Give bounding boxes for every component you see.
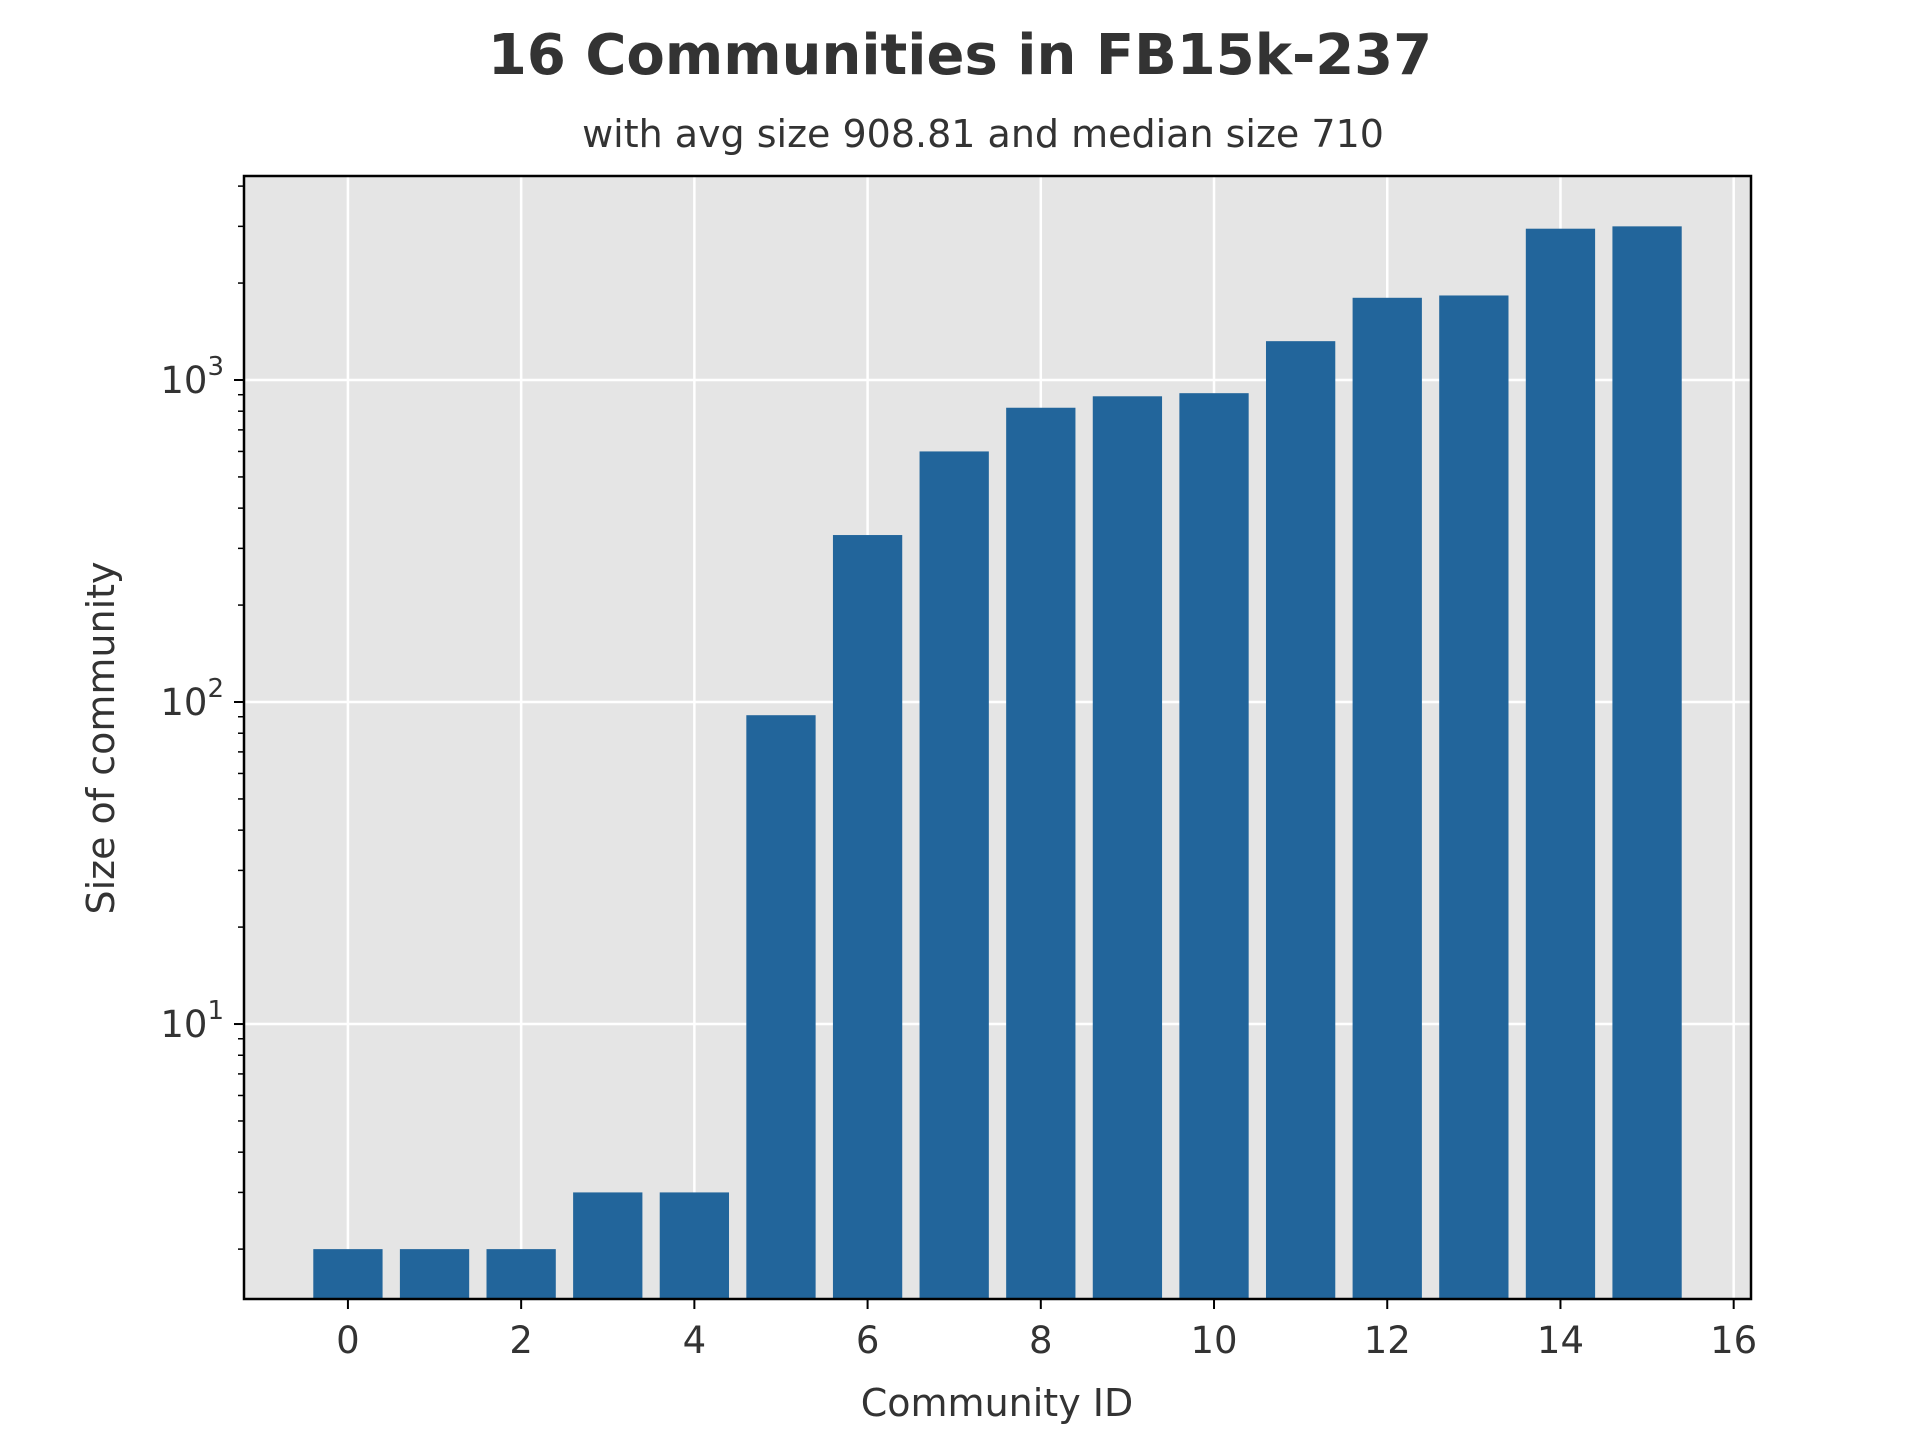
x-tick-label: 14 bbox=[1537, 1319, 1584, 1362]
y-tick-label: 103 bbox=[160, 352, 224, 402]
x-tick-label: 0 bbox=[336, 1319, 360, 1362]
x-tick-label: 8 bbox=[1029, 1319, 1053, 1362]
bar bbox=[1092, 396, 1163, 1300]
x-tick-label: 4 bbox=[683, 1319, 707, 1362]
bar bbox=[1352, 297, 1422, 1300]
bar bbox=[573, 1192, 643, 1299]
bar bbox=[1525, 228, 1596, 1299]
bar bbox=[832, 535, 903, 1299]
plot-frame bbox=[242, 174, 1753, 1301]
bar bbox=[746, 715, 816, 1299]
bar bbox=[1265, 341, 1336, 1299]
bar bbox=[486, 1249, 556, 1299]
bar bbox=[1612, 226, 1682, 1300]
chart-title: 16 Communities in FB15k-237 bbox=[488, 23, 1432, 88]
chart-subtitle: with avg size 908.81 and median size 710 bbox=[582, 112, 1384, 156]
bar bbox=[919, 451, 989, 1299]
y-tick-label: 101 bbox=[160, 996, 224, 1046]
bar bbox=[1179, 393, 1249, 1299]
bars bbox=[313, 226, 1682, 1300]
x-tick-label: 16 bbox=[1710, 1319, 1757, 1362]
x-tick-label: 6 bbox=[856, 1319, 880, 1362]
x-tick-label: 10 bbox=[1190, 1319, 1237, 1362]
y-axis-label: Size of community bbox=[79, 561, 123, 914]
ticks: 0 2 4 6 8 10 12 14 16 101 102 103 bbox=[160, 185, 1757, 1362]
bar bbox=[399, 1249, 470, 1299]
plot-area bbox=[244, 176, 1751, 1299]
bar bbox=[1439, 295, 1509, 1299]
y-tick-label: 102 bbox=[160, 674, 224, 724]
x-tick-label: 2 bbox=[509, 1319, 533, 1362]
bar bbox=[1006, 407, 1076, 1300]
bar bbox=[659, 1192, 730, 1299]
x-tick-label: 12 bbox=[1364, 1319, 1411, 1362]
bar bbox=[313, 1249, 383, 1299]
x-axis-label: Community ID bbox=[861, 1381, 1133, 1425]
